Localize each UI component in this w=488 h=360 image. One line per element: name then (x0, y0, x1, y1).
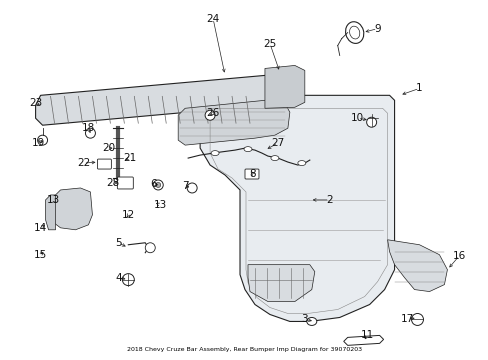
Text: 11: 11 (360, 330, 373, 341)
Text: 3: 3 (301, 314, 307, 324)
FancyBboxPatch shape (97, 159, 111, 169)
FancyBboxPatch shape (117, 177, 133, 189)
Text: 2: 2 (326, 195, 332, 205)
Circle shape (122, 274, 134, 285)
Circle shape (187, 183, 197, 193)
Text: 17: 17 (400, 314, 413, 324)
Text: 12: 12 (122, 210, 135, 220)
Polygon shape (343, 336, 383, 345)
Text: 9: 9 (373, 24, 380, 33)
Ellipse shape (345, 22, 363, 44)
Ellipse shape (85, 128, 95, 138)
Polygon shape (200, 95, 394, 321)
Circle shape (145, 243, 155, 253)
Text: 1: 1 (415, 84, 422, 93)
Ellipse shape (204, 110, 215, 120)
Ellipse shape (349, 26, 359, 39)
Text: 19: 19 (32, 138, 45, 148)
Text: 26: 26 (206, 108, 219, 118)
Text: 20: 20 (102, 143, 115, 153)
Polygon shape (36, 72, 294, 125)
Text: 8: 8 (249, 169, 256, 179)
Ellipse shape (270, 156, 278, 161)
Circle shape (366, 117, 376, 127)
Polygon shape (45, 195, 56, 230)
Text: 23: 23 (29, 98, 42, 108)
Text: 22: 22 (77, 158, 90, 168)
Polygon shape (264, 66, 304, 108)
Text: 27: 27 (271, 138, 284, 148)
Text: 24: 24 (206, 14, 219, 24)
Text: 16: 16 (452, 251, 465, 261)
Text: 14: 14 (34, 223, 47, 233)
Text: 5: 5 (115, 238, 122, 248)
Circle shape (156, 183, 161, 188)
Polygon shape (178, 100, 289, 145)
Text: 25: 25 (263, 39, 276, 49)
Ellipse shape (211, 150, 219, 156)
Text: 7: 7 (182, 181, 188, 191)
Ellipse shape (297, 161, 305, 166)
Circle shape (153, 180, 163, 190)
Text: 10: 10 (350, 113, 364, 123)
Ellipse shape (244, 147, 251, 152)
Text: 13: 13 (153, 200, 166, 210)
Text: 6: 6 (150, 179, 156, 189)
Circle shape (38, 135, 47, 145)
Text: 18: 18 (81, 123, 95, 133)
Text: 28: 28 (106, 178, 120, 188)
Text: 15: 15 (34, 250, 47, 260)
Polygon shape (247, 265, 314, 302)
Text: 13: 13 (47, 195, 60, 205)
Ellipse shape (306, 318, 316, 325)
Text: 2018 Chevy Cruze Bar Assembly, Rear Bumper Imp Diagram for 39070203: 2018 Chevy Cruze Bar Assembly, Rear Bump… (127, 347, 361, 352)
Text: 21: 21 (123, 153, 137, 163)
Circle shape (411, 314, 423, 325)
Polygon shape (52, 188, 92, 230)
Text: 4: 4 (115, 273, 122, 283)
FancyBboxPatch shape (244, 169, 259, 179)
Polygon shape (387, 240, 447, 292)
